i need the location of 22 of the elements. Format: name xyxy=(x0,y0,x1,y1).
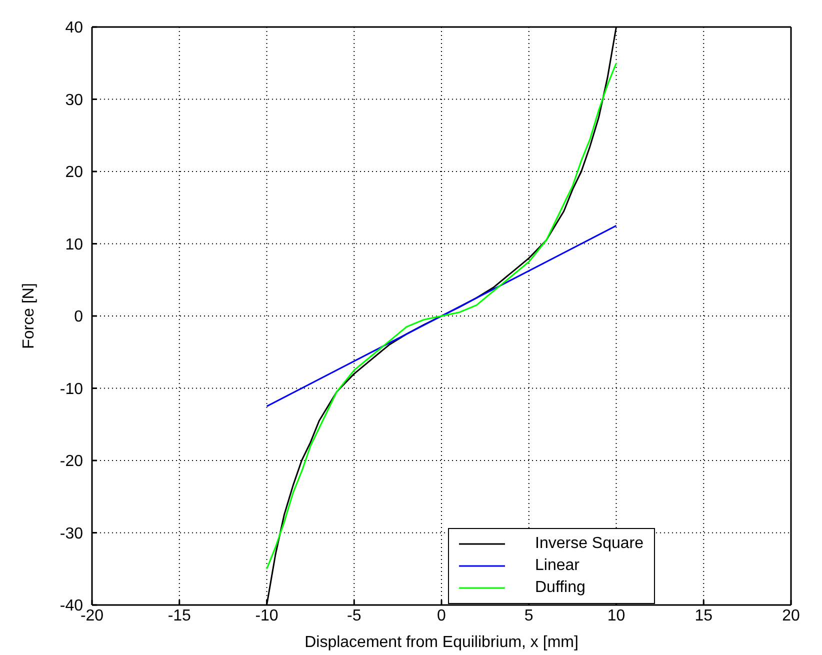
y-tick-label: 40 xyxy=(65,20,84,37)
legend-label: Inverse Square xyxy=(535,535,644,553)
y-tick-label: 0 xyxy=(74,308,84,326)
y-axis-title: Force [N] xyxy=(20,283,38,349)
x-tick-label: 10 xyxy=(607,607,626,624)
x-tick-label: -15 xyxy=(168,607,192,624)
legend-label: Linear xyxy=(535,557,580,575)
x-tick-label: 0 xyxy=(437,607,446,624)
x-tick-label: 15 xyxy=(694,607,713,624)
y-tick-label: -40 xyxy=(60,598,84,615)
y-tick-label: 20 xyxy=(65,164,84,182)
y-tick-label: -30 xyxy=(60,525,84,542)
x-axis-title: Displacement from Equilibrium, x [mm] xyxy=(304,634,578,651)
x-tick-label: 5 xyxy=(524,607,534,624)
x-tick-label: -10 xyxy=(255,607,278,624)
y-tick-label: -10 xyxy=(60,380,84,398)
x-tick-label: -5 xyxy=(347,607,362,624)
y-tick-label: 30 xyxy=(65,92,84,109)
y-tick-label: -20 xyxy=(60,453,84,470)
y-tick-label: 10 xyxy=(65,236,84,254)
legend-label: Duffing xyxy=(535,579,586,597)
x-tick-label: 20 xyxy=(782,607,800,624)
